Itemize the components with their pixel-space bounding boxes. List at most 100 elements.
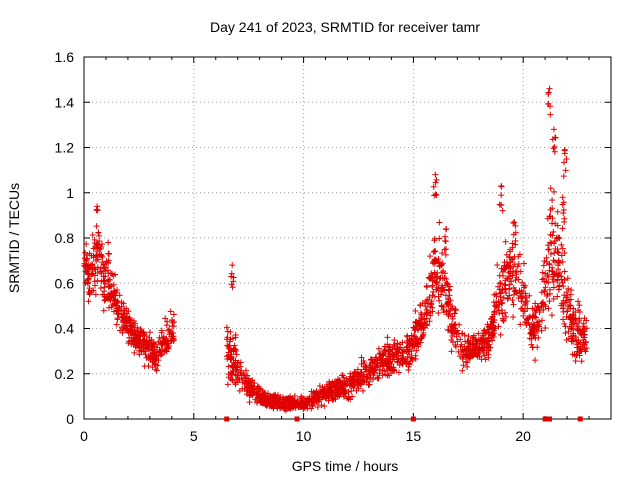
data-point [334, 376, 341, 383]
data-point [423, 284, 430, 291]
data-point [501, 281, 508, 288]
data-point [512, 277, 519, 284]
data-point [391, 337, 398, 344]
baseline-marker [294, 416, 300, 422]
data-point [559, 225, 566, 232]
data-point [94, 203, 101, 210]
data-point [432, 171, 439, 178]
data-point [353, 387, 360, 394]
data-point [308, 397, 315, 404]
data-point [534, 303, 541, 310]
data-point [443, 308, 450, 315]
data-point [459, 330, 466, 337]
data-point [443, 225, 450, 232]
baseline-marker [410, 416, 416, 422]
data-point [106, 304, 113, 311]
x-tick-label: 20 [515, 428, 531, 444]
data-point [526, 292, 533, 299]
data-point [577, 330, 584, 337]
data-point [562, 167, 569, 174]
data-point [377, 355, 384, 362]
data-point [485, 354, 492, 361]
data-point [547, 111, 554, 118]
data-point [103, 294, 110, 301]
data-point [435, 284, 442, 291]
baseline-marker [577, 416, 583, 422]
data-point [358, 369, 365, 376]
data-point [539, 276, 546, 283]
data-point [513, 274, 520, 281]
data-point [397, 341, 404, 348]
data-point [543, 292, 550, 299]
data-point [436, 219, 443, 226]
data-point [395, 369, 402, 376]
data-point [569, 351, 576, 358]
data-point [166, 326, 173, 333]
data-point [336, 392, 343, 399]
data-point [238, 367, 245, 374]
data-point [225, 345, 232, 352]
data-point [91, 236, 98, 243]
data-point [118, 324, 125, 331]
data-point [510, 301, 517, 308]
data-point [96, 246, 103, 253]
data-point [563, 289, 570, 296]
points-layer [81, 85, 590, 422]
data-point [225, 374, 232, 381]
data-point [432, 248, 439, 255]
data-point [449, 305, 456, 312]
data-point [565, 285, 572, 292]
data-point [497, 290, 504, 297]
data-point [83, 256, 90, 263]
data-point [86, 291, 93, 298]
data-point [551, 143, 558, 150]
data-point [550, 126, 557, 133]
data-point [574, 325, 581, 332]
data-point [523, 317, 530, 324]
data-point [300, 405, 307, 412]
data-point [561, 249, 568, 256]
data-point [553, 270, 560, 277]
data-point [143, 344, 150, 351]
data-point [323, 389, 330, 396]
data-point [498, 192, 505, 199]
data-point [560, 210, 567, 217]
data-point [241, 385, 248, 392]
data-point [102, 280, 109, 287]
data-point [386, 372, 393, 379]
y-tick-label: 1 [66, 185, 74, 201]
data-point [554, 276, 561, 283]
data-point [545, 273, 552, 280]
data-point [246, 375, 253, 382]
data-point [314, 404, 321, 411]
data-point [500, 318, 507, 325]
data-point [158, 327, 165, 334]
data-point [528, 335, 535, 342]
data-point [138, 348, 145, 355]
data-point [562, 330, 569, 337]
data-point [104, 267, 111, 274]
data-point [105, 239, 112, 246]
grid-layer [84, 57, 611, 419]
data-point [576, 352, 583, 359]
data-point [418, 314, 425, 321]
data-point [455, 330, 462, 337]
data-point [582, 348, 589, 355]
data-point [554, 293, 561, 300]
data-point [94, 277, 101, 284]
data-point [545, 242, 552, 249]
data-point [507, 248, 514, 255]
data-point [427, 274, 434, 281]
data-point [564, 308, 571, 315]
data-point [99, 291, 106, 298]
data-point [429, 283, 436, 290]
data-point [366, 381, 373, 388]
data-point [85, 280, 92, 287]
data-point [411, 333, 418, 340]
data-point [523, 294, 530, 301]
data-point [555, 257, 562, 264]
data-point [432, 179, 439, 186]
data-point [335, 379, 342, 386]
data-point [565, 303, 572, 310]
